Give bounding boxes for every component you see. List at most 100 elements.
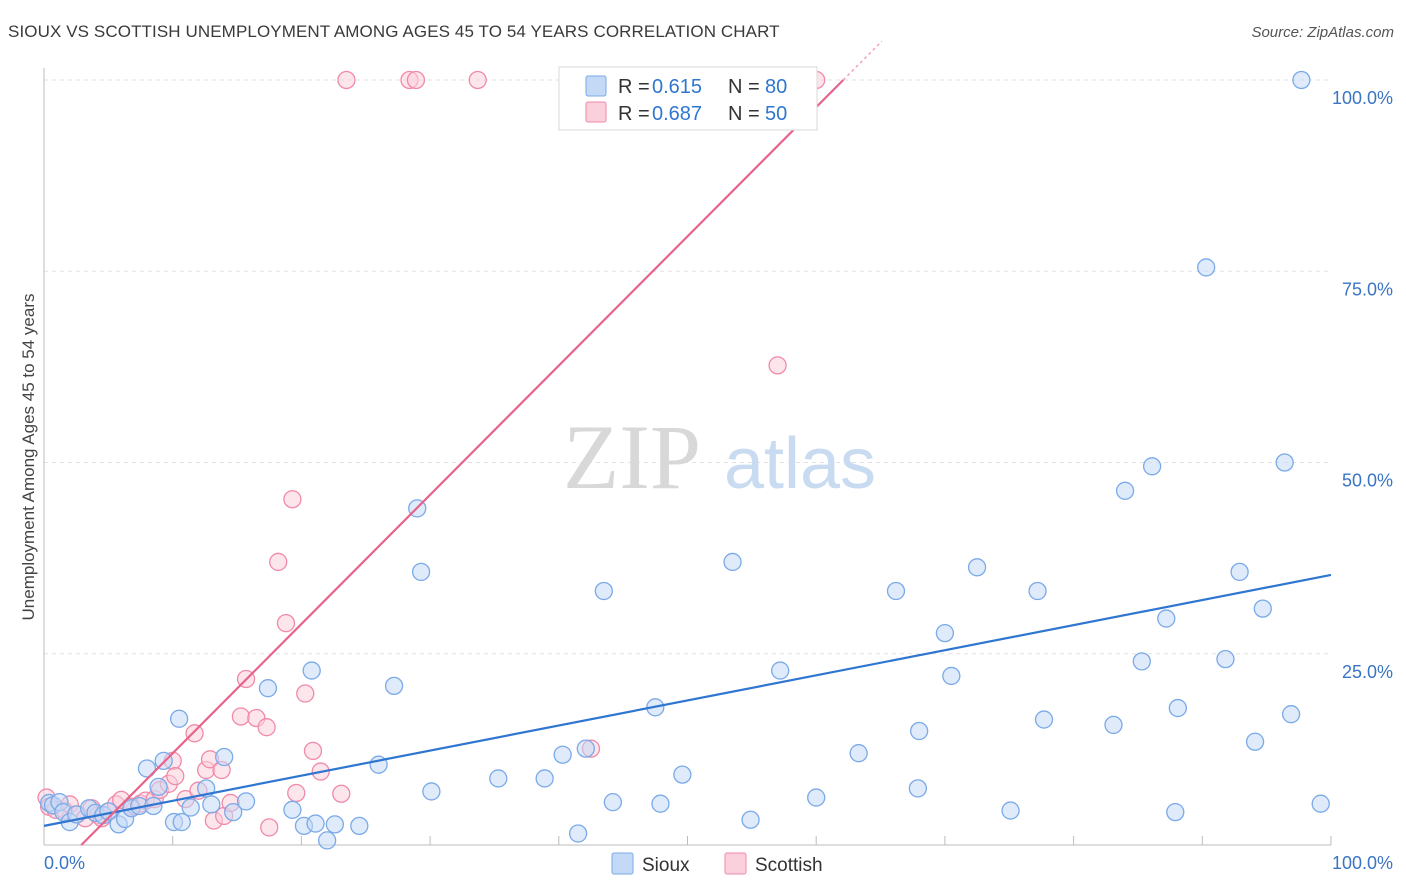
data-point-sioux: [1245, 732, 1265, 751]
data-point-sioux: [535, 769, 554, 788]
legend-n-value-scottish: 50: [765, 103, 787, 125]
legend-n-label-sioux: N =: [728, 76, 760, 98]
series-legend-label-scottish: Scottish: [755, 855, 823, 876]
data-point-sioux: [306, 814, 325, 833]
data-point-sioux: [181, 798, 200, 817]
x-tick-label: 0.0%: [44, 853, 85, 873]
data-point-sioux: [258, 679, 278, 698]
data-point-sioux: [849, 744, 868, 763]
watermark: ZIP atlas: [563, 406, 876, 508]
series-legend-label-sioux: Sioux: [642, 855, 690, 876]
data-point-sioux: [215, 747, 234, 767]
data-point-scottish: [185, 724, 204, 743]
data-point-sioux: [942, 666, 961, 686]
data-point-sioux: [384, 676, 404, 696]
data-point-sioux: [1197, 258, 1216, 277]
series-legend-swatch-scottish: [724, 852, 747, 875]
data-point-sioux: [603, 793, 623, 812]
trend-line-extension-scottish: [842, 40, 883, 81]
data-point-sioux: [910, 721, 929, 741]
data-point-scottish: [166, 767, 185, 786]
data-point-sioux: [236, 792, 256, 811]
data-point-scottish: [768, 356, 787, 375]
data-point-sioux: [723, 552, 742, 572]
data-point-sioux: [967, 558, 987, 577]
legend-r-label-sioux: R =: [618, 76, 650, 98]
y-tick-label: 50.0%: [1342, 471, 1393, 491]
data-point-sioux: [576, 739, 595, 758]
data-point-sioux: [350, 816, 369, 836]
legend-r-value-scottish: 0.687: [652, 103, 702, 125]
data-point-sioux: [1281, 705, 1301, 724]
series-legend-swatch-sioux: [611, 852, 634, 875]
trend-line-sioux: [43, 573, 1332, 827]
x-tick-label: 100.0%: [1332, 853, 1393, 873]
data-point-sioux: [771, 661, 790, 680]
data-point-sioux: [568, 824, 588, 843]
data-point-sioux: [886, 581, 906, 601]
data-point-sioux: [553, 745, 572, 764]
trend-line-scottish: [80, 79, 845, 846]
data-point-sioux: [1157, 609, 1176, 628]
data-point-sioux: [1292, 70, 1311, 90]
y-tick-label: 75.0%: [1342, 279, 1393, 299]
chart-title: SIOUX VS SCOTTISH UNEMPLOYMENT AMONG AGE…: [8, 22, 780, 41]
watermark-zip: ZIP: [563, 406, 701, 508]
data-point-sioux: [1115, 481, 1135, 500]
data-point-sioux: [1034, 710, 1054, 729]
data-point-scottish: [303, 741, 323, 761]
data-point-sioux: [202, 795, 221, 814]
data-point-sioux: [172, 812, 191, 832]
legend-r-value-sioux: 0.615: [652, 76, 702, 98]
data-point-sioux: [1275, 453, 1294, 472]
series-legend: Sioux Scottish: [611, 852, 823, 876]
data-point-scottish: [260, 818, 279, 837]
data-point-sioux: [1311, 794, 1330, 813]
y-tick-label: 100.0%: [1332, 88, 1393, 108]
data-point-sioux: [741, 810, 760, 829]
data-point-scottish: [468, 70, 487, 90]
data-point-sioux: [935, 623, 955, 643]
legend-n-label-scottish: N =: [728, 103, 760, 125]
data-point-sioux: [411, 562, 431, 582]
data-point-sioux: [224, 802, 243, 822]
data-point-scottish: [257, 718, 276, 737]
data-point-sioux: [1166, 802, 1185, 822]
data-point-sioux: [169, 709, 189, 728]
data-point-scottish: [231, 707, 251, 726]
gridlines: [44, 79, 1331, 655]
data-point-sioux: [673, 765, 692, 784]
data-point-sioux: [1104, 715, 1123, 735]
legend-n-value-sioux: 80: [765, 76, 787, 98]
y-tick-label: 25.0%: [1342, 662, 1393, 682]
legend-swatch-scottish: [585, 101, 607, 123]
data-point-scottish: [296, 684, 315, 703]
watermark-atlas: atlas: [724, 424, 876, 504]
data-point-sioux: [651, 794, 670, 813]
data-point-scottish: [276, 614, 296, 633]
tick-labels: 100.0% 75.0% 50.0% 25.0% 0.0% 100.0%: [44, 88, 1393, 873]
data-point-sioux: [1230, 562, 1249, 582]
data-points: [37, 70, 1330, 850]
data-point-sioux: [908, 779, 928, 798]
data-point-sioux: [594, 581, 613, 601]
data-point-scottish: [337, 70, 356, 90]
data-point-sioux: [149, 777, 168, 797]
data-point-sioux: [137, 759, 157, 778]
data-point-scottish: [269, 552, 288, 572]
data-point-sioux: [1142, 457, 1162, 476]
data-point-scottish: [283, 490, 302, 509]
data-point-sioux: [1001, 801, 1020, 820]
data-point-sioux: [1028, 581, 1047, 601]
data-point-sioux: [1253, 599, 1272, 618]
data-point-sioux: [317, 831, 337, 850]
data-point-sioux: [1216, 649, 1235, 669]
data-point-sioux: [302, 661, 321, 680]
source-credit: Source: ZipAtlas.com: [1251, 24, 1394, 41]
legend-r-label-scottish: R =: [618, 103, 650, 125]
data-point-sioux: [489, 769, 508, 788]
data-point-sioux: [807, 788, 826, 807]
data-point-scottish: [332, 784, 351, 803]
data-point-scottish: [406, 70, 426, 90]
